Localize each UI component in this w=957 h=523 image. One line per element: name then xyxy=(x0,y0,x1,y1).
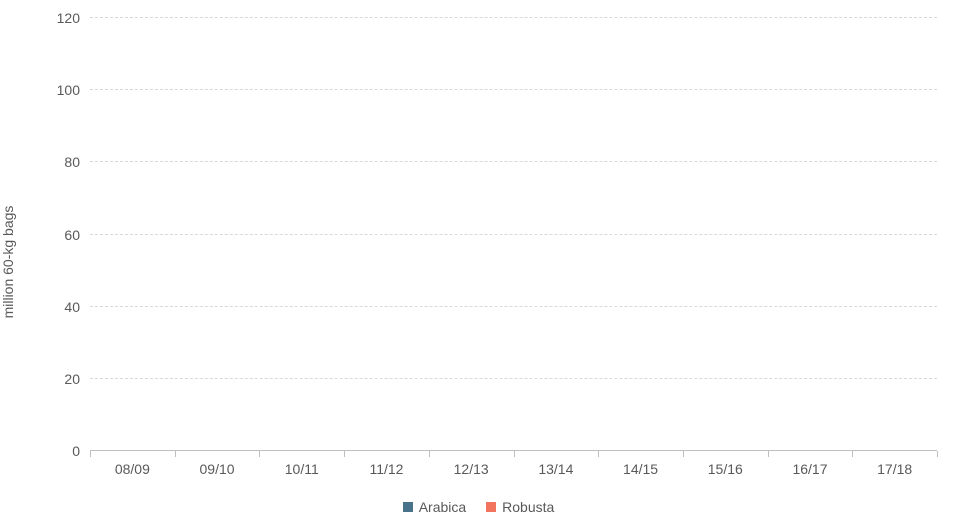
x-tick-label: 15/16 xyxy=(708,461,743,477)
x-tick-label: 16/17 xyxy=(792,461,827,477)
legend-label: Arabica xyxy=(419,499,466,515)
bars-container: 08/0909/1010/1111/1212/1313/1414/1515/16… xyxy=(90,18,937,451)
bar-slot: 10/11 xyxy=(259,18,344,451)
x-tick-mark xyxy=(937,451,938,457)
x-tick-mark xyxy=(683,451,684,457)
bar-slot: 11/12 xyxy=(344,18,429,451)
y-tick-label: 20 xyxy=(64,371,80,387)
y-tick-label: 120 xyxy=(57,10,80,26)
y-tick-label: 60 xyxy=(64,227,80,243)
x-tick-mark xyxy=(90,451,91,457)
bar-slot: 13/14 xyxy=(514,18,599,451)
x-tick-label: 09/10 xyxy=(200,461,235,477)
x-tick-mark xyxy=(514,451,515,457)
bar-slot: 17/18 xyxy=(852,18,937,451)
x-tick-label: 14/15 xyxy=(623,461,658,477)
legend-item-arabica: Arabica xyxy=(403,499,466,515)
x-tick-label: 08/09 xyxy=(115,461,150,477)
x-tick-label: 11/12 xyxy=(369,461,403,477)
bar-slot: 15/16 xyxy=(683,18,768,451)
y-tick-label: 40 xyxy=(64,299,80,315)
x-tick-label: 17/18 xyxy=(877,461,912,477)
legend-swatch xyxy=(403,502,413,512)
x-tick-mark xyxy=(175,451,176,457)
x-tick-mark xyxy=(768,451,769,457)
x-tick-label: 10/11 xyxy=(285,461,319,477)
y-tick-label: 100 xyxy=(57,82,80,98)
x-tick-mark xyxy=(429,451,430,457)
legend: Arabica Robusta xyxy=(0,499,957,515)
y-tick-label: 0 xyxy=(72,443,80,459)
bar-slot: 16/17 xyxy=(768,18,853,451)
x-tick-mark xyxy=(344,451,345,457)
x-tick-label: 12/13 xyxy=(454,461,489,477)
y-axis-title: million 60-kg bags xyxy=(0,205,16,318)
legend-swatch xyxy=(486,502,496,512)
x-tick-mark xyxy=(259,451,260,457)
x-tick-mark xyxy=(852,451,853,457)
bar-slot: 14/15 xyxy=(598,18,683,451)
bar-slot: 12/13 xyxy=(429,18,514,451)
x-tick-label: 13/14 xyxy=(538,461,573,477)
legend-label: Robusta xyxy=(502,499,554,515)
bar-slot: 09/10 xyxy=(175,18,260,451)
plot-area: 02040608010012008/0909/1010/1111/1212/13… xyxy=(90,18,937,451)
coffee-production-chart: million 60-kg bags 02040608010012008/090… xyxy=(0,0,957,523)
legend-item-robusta: Robusta xyxy=(486,499,554,515)
x-tick-mark xyxy=(598,451,599,457)
bar-slot: 08/09 xyxy=(90,18,175,451)
y-tick-label: 80 xyxy=(64,154,80,170)
